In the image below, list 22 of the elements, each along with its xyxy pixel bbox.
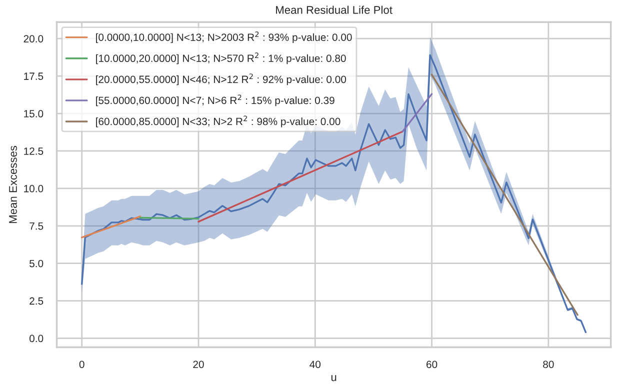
chart-title: Mean Residual Life Plot bbox=[276, 6, 392, 14]
y-tick-label: 7.5 bbox=[30, 222, 44, 230]
legend-label: [0.0000,10.0000] N<13; N>2003 R$^{2}$ : 93% p-value: 0.00 bbox=[96, 31, 352, 44]
legend-label: [20.0000,55.0000] N<46; N>12 R$^{2}$ : 92% p-value: 0.00 bbox=[96, 74, 346, 86]
y-tick-label: 17.5 bbox=[24, 72, 44, 80]
x-tick-label: 40 bbox=[310, 360, 321, 368]
y-tick-label: 10.0 bbox=[24, 184, 44, 192]
legend-label: [55.0000,60.0000] N<7; N>6 R$^{2}$ : 15% p-value: 0.39 bbox=[96, 94, 334, 106]
y-tick-label: 20.0 bbox=[24, 35, 44, 42]
legend-label: [10.0000,20.0000] N<13; N>570 R$^{2}$ : 1% p-value: 0.80 bbox=[96, 52, 346, 64]
x-tick-label: 20 bbox=[193, 360, 204, 368]
y-tick-label: 12.5 bbox=[24, 147, 44, 155]
y-axis-title: Mean Excesses bbox=[9, 146, 17, 223]
x-tick-label: 60 bbox=[426, 360, 438, 368]
y-tick-label: 15.0 bbox=[24, 110, 44, 118]
x-axis-title: u bbox=[331, 375, 336, 382]
y-tick-label: 0.0 bbox=[29, 334, 44, 342]
x-tick-label: 80 bbox=[543, 360, 554, 368]
x-tick-label: 0 bbox=[79, 360, 84, 368]
y-tick-label: 5.0 bbox=[30, 260, 44, 268]
y-tick-label: 2.5 bbox=[30, 297, 44, 305]
legend-label: [60.0000,85.0000] N<33; N>2 R$^{2}$ : 98% p-value: 0.00 bbox=[96, 116, 340, 128]
